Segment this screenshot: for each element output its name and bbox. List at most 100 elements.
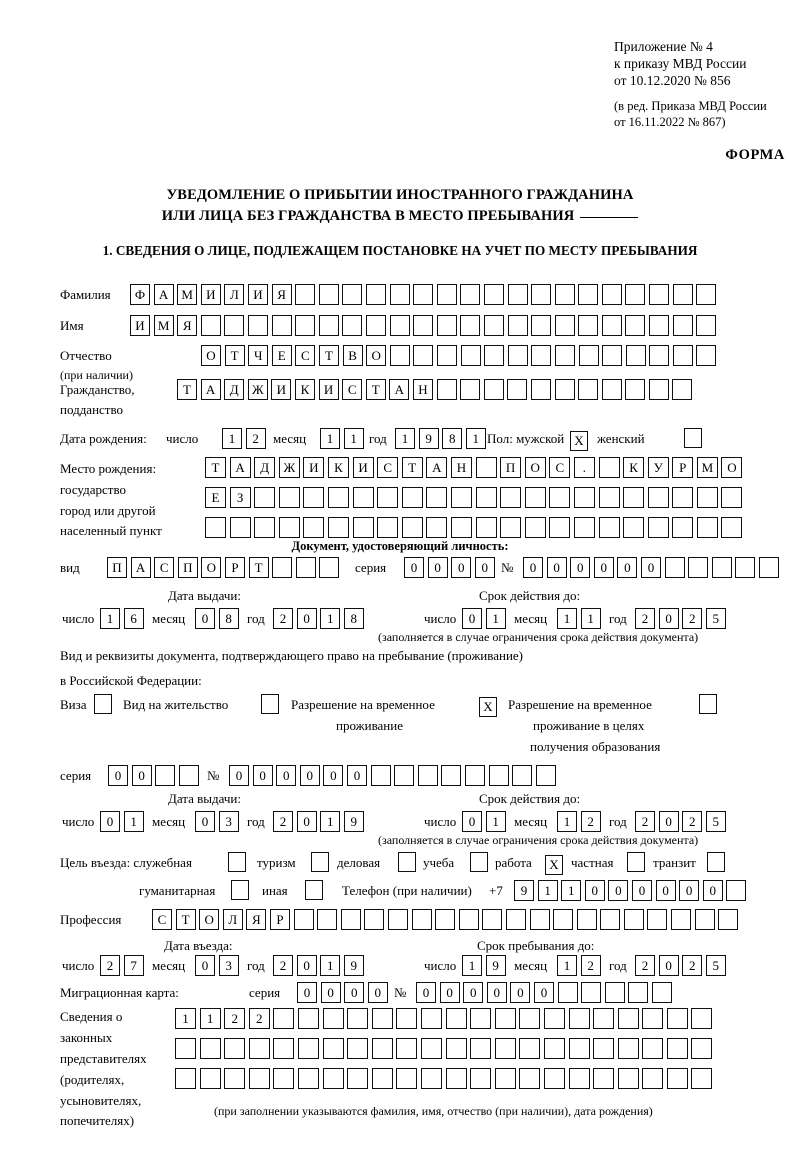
- doc-number-input-cell[interactable]: [688, 557, 709, 578]
- birthplace-row-3-cell[interactable]: [647, 517, 669, 538]
- visa-checkbox[interactable]: [94, 694, 112, 714]
- birthplace-row-1-cell[interactable]: У: [647, 457, 669, 478]
- surname-input-cell[interactable]: [531, 284, 552, 305]
- birthplace-row-3-cell[interactable]: [549, 517, 571, 538]
- permit-valid-year-cell[interactable]: 2: [682, 811, 703, 832]
- citizenship-input-cell[interactable]: Д: [224, 379, 245, 400]
- citizenship-input-cell[interactable]: [648, 379, 669, 400]
- citizenship-input-cell[interactable]: [483, 379, 504, 400]
- firstname-input-cell[interactable]: [601, 315, 622, 336]
- doc-valid-year-cell[interactable]: 2: [682, 608, 703, 629]
- birthplace-row-2-cell[interactable]: [450, 487, 472, 508]
- doc-series-input-cell[interactable]: 0: [427, 557, 448, 578]
- legal-rep-row-1-cell[interactable]: [617, 1008, 639, 1029]
- firstname-input-cell[interactable]: М: [153, 315, 174, 336]
- patronymic-input-cell[interactable]: Т: [318, 345, 339, 366]
- birthplace-row-3-cell[interactable]: [672, 517, 694, 538]
- legal-rep-row-1-cell[interactable]: [666, 1008, 688, 1029]
- entry-day-cell[interactable]: 2: [100, 955, 120, 976]
- birthplace-row-3-cell[interactable]: [352, 517, 374, 538]
- permit-series-input-cell[interactable]: [178, 765, 199, 786]
- patronymic-input-cell[interactable]: [531, 345, 552, 366]
- firstname-input-cell[interactable]: [578, 315, 599, 336]
- profession-input-cell[interactable]: [600, 909, 621, 930]
- citizenship-input-cell[interactable]: Т: [177, 379, 197, 400]
- legal-rep-row-3-cell[interactable]: [347, 1068, 369, 1089]
- legal-rep-row-3-cell[interactable]: [568, 1068, 590, 1089]
- mig-number-input-cell[interactable]: 0: [416, 982, 436, 1003]
- citizenship-input-cell[interactable]: [530, 379, 551, 400]
- profession-input-cell[interactable]: [411, 909, 432, 930]
- entry-day-cell[interactable]: 7: [123, 955, 144, 976]
- legal-rep-row-2-cell[interactable]: [666, 1038, 688, 1059]
- legal-rep-row-1-cell[interactable]: [445, 1008, 467, 1029]
- legal-rep-row-3-cell[interactable]: [666, 1068, 688, 1089]
- surname-input-cell[interactable]: [460, 284, 481, 305]
- firstname-input-cell[interactable]: [365, 315, 386, 336]
- temp-residence-checkbox[interactable]: Х: [479, 697, 497, 717]
- patronymic-input-cell[interactable]: [507, 345, 528, 366]
- entry-month-cell[interactable]: 3: [218, 955, 239, 976]
- birthplace-row-3-cell[interactable]: [573, 517, 595, 538]
- doc-kind-input-cell[interactable]: Р: [224, 557, 245, 578]
- citizenship-input-cell[interactable]: [436, 379, 457, 400]
- birthplace-row-3-cell[interactable]: [327, 517, 349, 538]
- permit-valid-day-cell[interactable]: 0: [462, 811, 482, 832]
- birthplace-row-3-cell[interactable]: [426, 517, 448, 538]
- permit-number-input-cell[interactable]: [394, 765, 415, 786]
- patronymic-input-cell[interactable]: [484, 345, 505, 366]
- birthplace-row-2-cell[interactable]: [672, 487, 694, 508]
- stay-month-cell[interactable]: 1: [557, 955, 577, 976]
- birthplace-row-1-cell[interactable]: Ж: [278, 457, 300, 478]
- legal-rep-row-1-cell[interactable]: [519, 1008, 541, 1029]
- profession-input-cell[interactable]: [387, 909, 408, 930]
- firstname-input-cell[interactable]: [672, 315, 693, 336]
- legal-rep-row-2-cell[interactable]: [273, 1038, 295, 1059]
- stay-month-cell[interactable]: 2: [580, 955, 601, 976]
- legal-rep-row-3-cell[interactable]: [593, 1068, 615, 1089]
- legal-rep-row-1-cell[interactable]: 2: [224, 1008, 246, 1029]
- legal-rep-row-1-cell[interactable]: [420, 1008, 442, 1029]
- permit-series-input-cell[interactable]: 0: [131, 765, 152, 786]
- birthplace-row-3-cell[interactable]: [229, 517, 251, 538]
- mig-series-input-cell[interactable]: 0: [320, 982, 341, 1003]
- mig-number-input-cell[interactable]: [557, 982, 578, 1003]
- birthplace-row-1-cell[interactable]: П: [500, 457, 522, 478]
- legal-rep-row-2-cell[interactable]: [420, 1038, 442, 1059]
- legal-rep-row-3-cell[interactable]: [494, 1068, 516, 1089]
- firstname-input-cell[interactable]: [696, 315, 717, 336]
- legal-rep-row-1-cell[interactable]: [297, 1008, 319, 1029]
- doc-kind-input-cell[interactable]: П: [177, 557, 198, 578]
- birthplace-row-3[interactable]: [205, 517, 743, 538]
- purpose-other-checkbox[interactable]: [305, 880, 323, 900]
- mig-number-input-cell[interactable]: [604, 982, 625, 1003]
- birthplace-row-2-cell[interactable]: [524, 487, 546, 508]
- legal-rep-row-3-cell[interactable]: [199, 1068, 221, 1089]
- doc-valid-day-cell[interactable]: 0: [462, 608, 482, 629]
- patronymic-input-cell[interactable]: Т: [224, 345, 245, 366]
- citizenship-input-cell[interactable]: [672, 379, 693, 400]
- birthplace-row-2-cell[interactable]: [303, 487, 325, 508]
- permit-issue-year-cell[interactable]: 1: [320, 811, 341, 832]
- permit-number-input-cell[interactable]: 0: [346, 765, 367, 786]
- profession-input-cell[interactable]: [623, 909, 644, 930]
- firstname-input-cell[interactable]: [436, 315, 457, 336]
- birth-year-input-cell[interactable]: 1: [395, 428, 415, 449]
- birthplace-row-1-cell[interactable]: К: [623, 457, 645, 478]
- surname-input-cell[interactable]: [649, 284, 670, 305]
- birthplace-row-1-cell[interactable]: [475, 457, 497, 478]
- profession-input-cell[interactable]: [458, 909, 479, 930]
- birthplace-row-2-cell[interactable]: [352, 487, 374, 508]
- citizenship-input-cell[interactable]: А: [389, 379, 410, 400]
- firstname-input-cell[interactable]: [483, 315, 504, 336]
- phone-input-cell[interactable]: 0: [631, 880, 652, 901]
- citizenship-input-cell[interactable]: [554, 379, 575, 400]
- birthplace-row-3-cell[interactable]: [254, 517, 276, 538]
